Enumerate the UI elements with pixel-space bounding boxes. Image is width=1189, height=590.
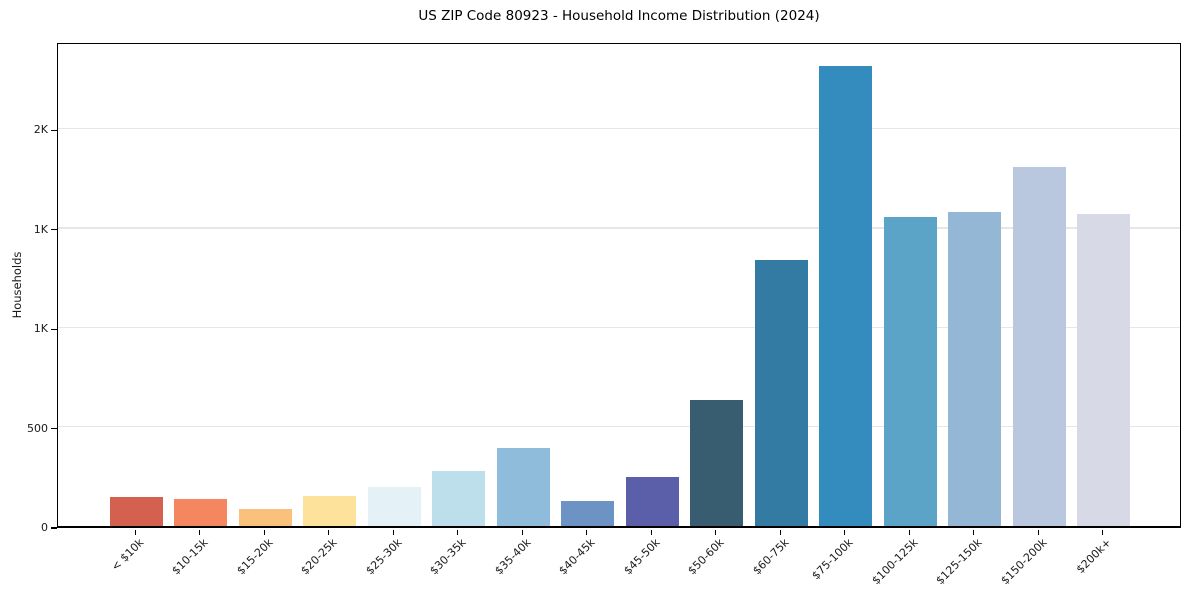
x-tick-label: $30-35k <box>427 536 469 578</box>
x-tick-mark <box>715 530 717 535</box>
x-tick-label: $25-30k <box>363 536 405 578</box>
x-tick-label: $45-50k <box>621 536 663 578</box>
x-tick-mark <box>973 530 975 535</box>
x-tick-mark <box>586 530 588 535</box>
y-tick-label: 1K <box>33 322 48 336</box>
y-tick-label: 0 <box>41 521 48 534</box>
x-tick-label: $200k+ <box>1073 536 1114 577</box>
x-tick-mark <box>844 530 846 535</box>
bar-15-20k <box>238 509 292 526</box>
bar-45-50k <box>625 476 679 526</box>
bar-50-60k <box>690 399 744 526</box>
x-tick-mark <box>1037 530 1039 535</box>
bar-35-40k <box>496 447 550 526</box>
x-tick-mark <box>392 530 394 535</box>
x-tick-mark <box>521 530 523 535</box>
bar-75-100k <box>819 66 873 526</box>
x-tick-label: $35-40k <box>492 536 534 578</box>
gridline-1500 <box>58 227 1180 229</box>
bar-150-200k <box>1012 167 1066 526</box>
gridline-2000 <box>58 127 1180 130</box>
bar-40-45k <box>561 501 615 526</box>
bar-10k <box>109 496 163 526</box>
x-tick-mark <box>1102 530 1104 535</box>
chart-title: US ZIP Code 80923 - Household Income Dis… <box>418 8 820 24</box>
x-tick-mark <box>650 530 652 535</box>
bar-30-35k <box>432 471 486 526</box>
bar-60-75k <box>754 259 808 526</box>
x-tick-label: $20-25k <box>298 536 340 578</box>
plot-area <box>57 43 1181 528</box>
bar-10-15k <box>174 499 228 526</box>
x-tick-mark <box>908 530 910 535</box>
x-tick-mark <box>263 530 265 535</box>
bar-125-150k <box>948 212 1002 526</box>
bar-20-25k <box>303 495 357 526</box>
x-tick-label: < $10k <box>108 536 147 574</box>
x-tick-label: $15-20k <box>234 536 276 578</box>
x-tick-mark <box>779 530 781 535</box>
gridline-500 <box>58 425 1180 428</box>
x-tick-label: $60-75k <box>750 536 792 578</box>
x-tick-label: $100-125k <box>869 536 921 588</box>
gridline-1000 <box>58 326 1180 328</box>
bar-200k+ <box>1077 214 1131 526</box>
x-tick-label: $40-45k <box>556 536 598 578</box>
x-tick-label: $50-60k <box>685 536 727 578</box>
y-axis-label: Households <box>10 251 24 319</box>
x-tick-label: $150-200k <box>998 536 1050 588</box>
x-tick-label: $75-100k <box>809 536 856 583</box>
bar-25-30k <box>367 486 421 526</box>
x-tick-mark <box>134 530 136 535</box>
x-tick-label: $10-15k <box>169 536 211 578</box>
x-tick-mark <box>199 530 201 535</box>
y-tick-label: 500 <box>27 421 48 435</box>
x-tick-label: $125-150k <box>933 536 985 588</box>
y-tick-label: 1K <box>33 222 48 236</box>
x-tick-mark <box>457 530 459 535</box>
bar-100-125k <box>883 216 937 526</box>
x-tick-mark <box>328 530 330 535</box>
y-tick-label: 2K <box>33 123 48 137</box>
